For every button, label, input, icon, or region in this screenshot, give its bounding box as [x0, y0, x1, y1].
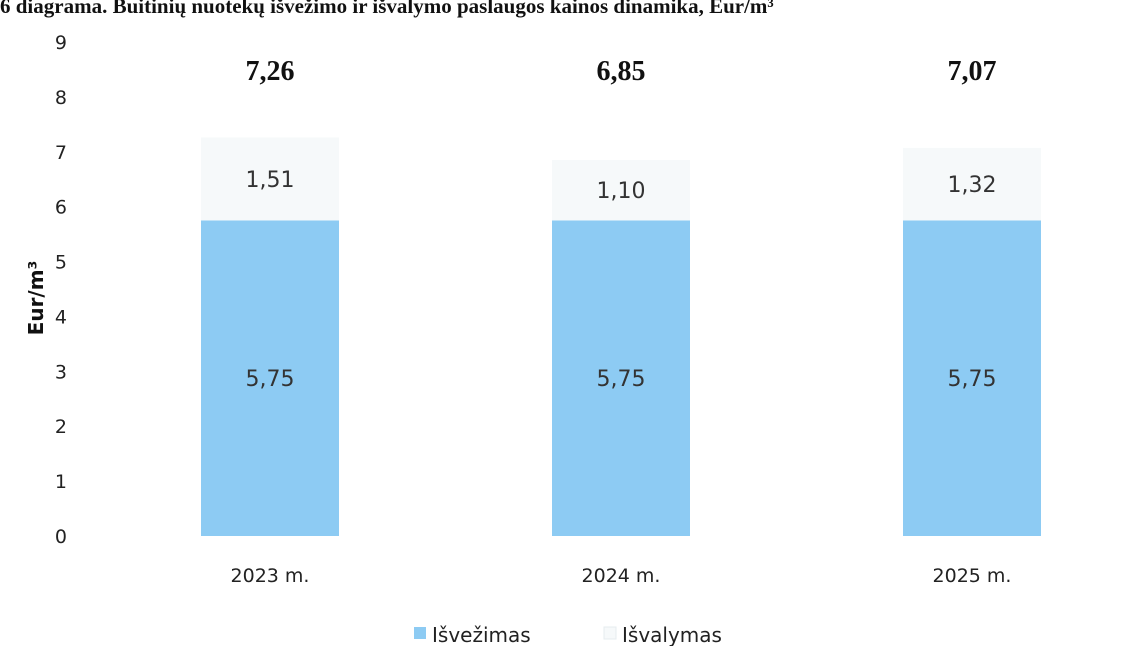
legend: Išvežimas Išvalymas	[414, 623, 722, 646]
y-tick-label: 5	[55, 252, 67, 274]
legend-swatch	[414, 627, 426, 639]
total-label: 7,07	[948, 56, 997, 87]
x-tick-label: 2024 m.	[582, 565, 661, 587]
y-tick-label: 4	[55, 306, 67, 328]
bar-segment-isvalymas	[903, 147, 1041, 221]
bars: 5,75 1,51 7,26 5,75 1,10 6,85 5,75 1,32 7,07	[201, 56, 1041, 536]
data-label: 1,51	[246, 168, 295, 193]
y-axis-label: Eur/m³	[24, 261, 48, 336]
data-label: 1,10	[597, 179, 646, 204]
y-tick-label: 2	[55, 416, 67, 438]
y-tick-label: 1	[55, 471, 67, 493]
legend-swatch	[603, 626, 617, 640]
bar-segment-isvalymas	[201, 137, 339, 221]
legend-label: Išvalymas	[622, 623, 722, 646]
bar-segment-isvezimas	[903, 220, 1041, 536]
data-label: 1,32	[948, 173, 997, 198]
x-tick-label: 2025 m.	[933, 565, 1012, 587]
y-tick-label: 3	[55, 361, 67, 383]
data-label: 5,75	[948, 367, 997, 392]
y-tick-label: 7	[55, 142, 67, 164]
y-tick-label: 0	[55, 526, 67, 548]
legend-label: Išvežimas	[432, 623, 531, 646]
chart-title: 6 diagrama. Buitinių nuotekų išvežimo ir…	[0, 0, 774, 18]
total-label: 7,26	[246, 56, 295, 87]
y-tick-label: 8	[55, 87, 67, 109]
x-axis-labels: 2023 m. 2024 m. 2025 m.	[231, 565, 1012, 587]
y-tick-label: 9	[55, 32, 67, 54]
bar-segment-isvezimas	[552, 220, 690, 536]
data-label: 5,75	[597, 367, 646, 392]
y-axis-ticks: 0 1 2 3 4 5 6 7 8 9	[55, 32, 67, 548]
x-tick-label: 2023 m.	[231, 565, 310, 587]
total-label: 6,85	[597, 56, 646, 87]
bar-segment-isvezimas	[201, 220, 339, 536]
bar-segment-isvalymas	[552, 160, 690, 221]
data-label: 5,75	[246, 367, 295, 392]
y-tick-label: 6	[55, 197, 67, 219]
